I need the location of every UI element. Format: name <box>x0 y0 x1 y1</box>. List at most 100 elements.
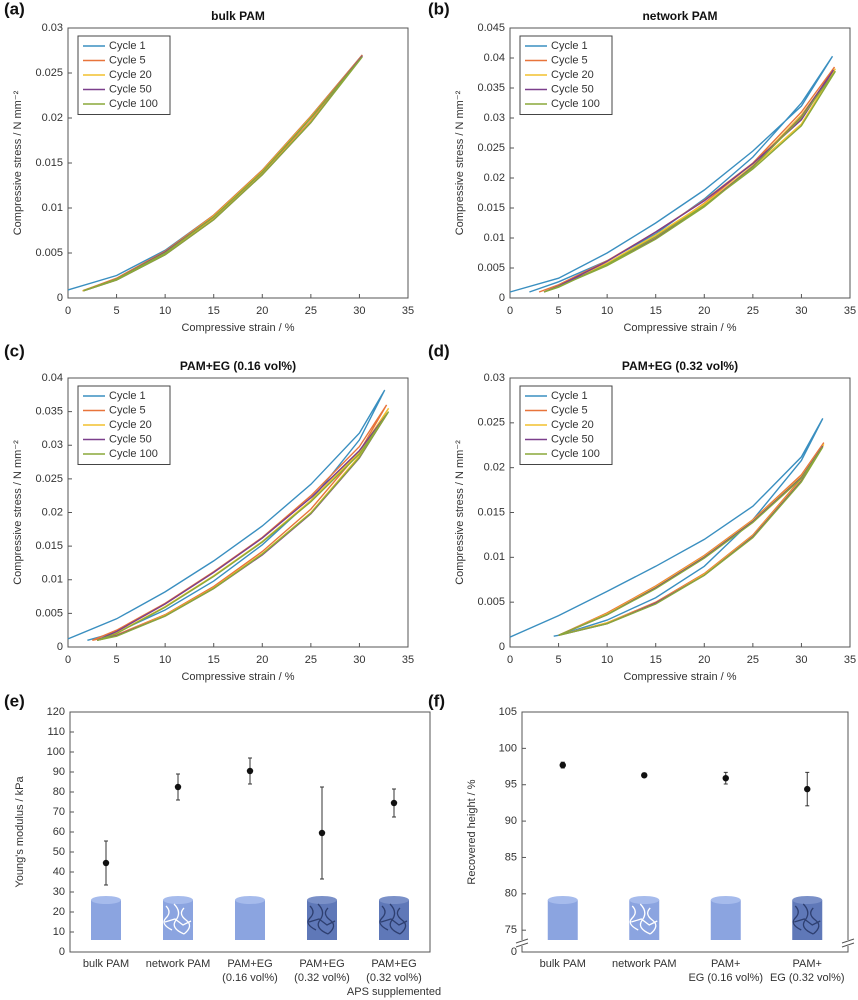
x-tick-label: 20 <box>698 654 710 666</box>
data-point <box>390 799 398 807</box>
axis-break <box>841 938 855 948</box>
x-tick-label: 10 <box>159 305 171 317</box>
x-tick-label-line: network PAM <box>612 958 677 970</box>
y-tick-label: 50 <box>53 846 65 858</box>
legend-label: Cycle 50 <box>551 83 594 95</box>
data-point <box>102 859 110 867</box>
icon-top <box>307 896 337 904</box>
x-tick-label: 10 <box>159 654 171 666</box>
panel-label: (f) <box>428 691 445 710</box>
y-tick-label: 0 <box>499 641 505 653</box>
x-tick-label-line: PAM+EG <box>299 958 344 970</box>
panel-label: (e) <box>4 691 25 710</box>
x-tick-label: 30 <box>353 305 365 317</box>
x-tick-label-line: bulk PAM <box>83 958 129 970</box>
x-tick-label: PAM+EG (0.16 vol%) <box>222 958 278 984</box>
y-tick-label: 0.02 <box>484 172 505 184</box>
y-tick-label: 0.005 <box>35 607 63 619</box>
legend-label: Cycle 100 <box>109 98 158 110</box>
panel-label: (a) <box>4 0 25 18</box>
x-tick-label: bulk PAM <box>540 958 586 970</box>
y-tick-label: 0.025 <box>477 417 505 429</box>
y-tick-label: 0 <box>511 946 517 958</box>
panel-label: (d) <box>428 341 450 360</box>
legend-label: Cycle 1 <box>551 390 588 402</box>
y-tick-label: 0.02 <box>42 112 63 124</box>
y-tick-label: 110 <box>47 726 65 738</box>
y-axis-label: Compressive stress / N mm⁻² <box>454 90 466 235</box>
data-point <box>246 767 254 775</box>
y-tick-label: 100 <box>499 742 517 754</box>
x-tick-label: 15 <box>208 654 220 666</box>
y-tick-label: 0.025 <box>35 67 63 79</box>
y-tick-label: 0.01 <box>484 232 505 244</box>
y-tick-label: 100 <box>47 746 65 758</box>
x-tick-label: network PAM <box>612 958 677 970</box>
icon-top <box>379 896 409 904</box>
y-tick-label: 0.035 <box>477 82 505 94</box>
y-tick-label: 0.04 <box>484 52 505 64</box>
x-tick-label-line: PAM+EG <box>227 958 272 970</box>
icon-pattern <box>792 903 821 935</box>
legend-label: Cycle 100 <box>109 448 158 460</box>
x-tick-label: 5 <box>114 305 120 317</box>
icon-pattern <box>629 903 658 935</box>
y-tick-label: 0.02 <box>42 506 63 518</box>
icon-pattern <box>379 903 408 935</box>
x-tick-label: PAM+EG (0.32 vol%) APS supplemented <box>347 958 441 998</box>
y-tick-label: 105 <box>499 706 517 718</box>
legend-label: Cycle 5 <box>109 54 146 66</box>
chart-title: PAM+EG (0.32 vol%) <box>622 359 738 373</box>
x-tick-label: 0 <box>507 654 513 666</box>
y-axis-label: Young's modulus / kPa <box>14 776 26 888</box>
series-line <box>83 56 363 292</box>
x-tick-label-line: (0.32 vol%) <box>366 972 422 984</box>
y-tick-label: 0.04 <box>42 372 63 384</box>
x-tick-label: 0 <box>65 305 71 317</box>
panel-label: (c) <box>4 341 25 360</box>
x-tick-label-line: APS supplemented <box>347 986 441 998</box>
y-tick-label: 0.005 <box>477 596 505 608</box>
y-tick-label: 60 <box>53 826 65 838</box>
x-tick-label-line: (0.16 vol%) <box>222 972 278 984</box>
x-tick-label: PAM+ EG (0.32 vol%) <box>770 958 845 984</box>
legend-label: Cycle 5 <box>551 54 588 66</box>
x-tick-label-line: PAM+ <box>793 958 822 970</box>
x-tick-label: 25 <box>747 305 759 317</box>
legend-label: Cycle 1 <box>551 40 588 52</box>
y-axis-label: Compressive stress / N mm⁻² <box>12 440 24 585</box>
legend-label: Cycle 20 <box>109 69 152 81</box>
x-tick-label: 25 <box>747 654 759 666</box>
icon-body <box>792 900 823 940</box>
y-tick-label: 0.03 <box>42 439 63 451</box>
data-point <box>641 772 648 779</box>
y-tick-label: 20 <box>53 906 65 918</box>
y-tick-label: 30 <box>53 886 65 898</box>
series-line <box>509 418 824 638</box>
y-tick-label: 0.035 <box>35 406 63 418</box>
y-tick-label: 0.015 <box>477 506 505 518</box>
y-tick-label: 0.015 <box>477 202 505 214</box>
x-tick-label: 10 <box>601 305 613 317</box>
icon-body <box>163 900 193 940</box>
y-tick-label: 0 <box>57 292 63 304</box>
icon-top <box>792 896 823 904</box>
x-tick-label: 5 <box>556 305 562 317</box>
x-tick-label: 35 <box>844 654 856 666</box>
x-tick-label: 35 <box>402 654 414 666</box>
icon-pattern <box>163 903 192 935</box>
x-tick-label: 15 <box>650 654 662 666</box>
x-tick-label-line: bulk PAM <box>540 958 586 970</box>
y-tick-label: 0.01 <box>42 574 63 586</box>
x-tick-label: 25 <box>305 305 317 317</box>
series-line <box>558 446 824 636</box>
series-line <box>96 411 390 641</box>
legend-label: Cycle 50 <box>109 83 152 95</box>
y-tick-label: 0.025 <box>477 142 505 154</box>
chart-title: network PAM <box>642 9 717 23</box>
series-line <box>67 389 386 641</box>
y-tick-label: 90 <box>505 815 517 827</box>
icon-body <box>710 900 741 940</box>
series-line <box>543 70 836 293</box>
